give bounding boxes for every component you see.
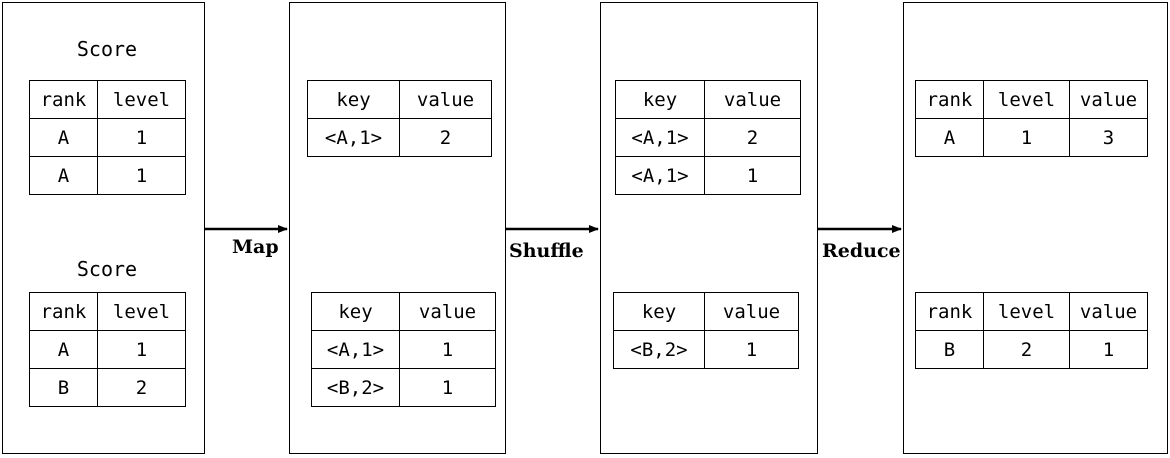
table-cell: 1 [1069,330,1148,369]
table-cell: A [29,118,98,157]
table-cell: 1 [983,118,1070,157]
table-header-row: rank level [29,292,186,331]
shuffle-output-table-1: key value <A,1> 2 <A,1> 1 [615,80,801,195]
table-cell: 1 [399,330,496,369]
header-cell: level [97,80,186,119]
table-cell: B [915,330,984,369]
table-header-row: key value [615,80,801,119]
header-cell: value [399,80,492,119]
header-cell: key [613,292,705,331]
table-cell: 1 [97,330,186,369]
table-cell: <A,1> [615,156,705,195]
map-output-table-2: key value <A,1> 1 <B,2> 1 [311,292,496,407]
table-row: <A,1> 2 [615,118,801,157]
table-cell: 1 [399,368,496,407]
table-cell: A [29,330,98,369]
table-header-row: key value [307,80,492,119]
shuffle-arrow-label: Shuffle [509,240,584,262]
table-cell: B [29,368,98,407]
table-row: A 1 [29,156,186,195]
header-cell: value [1069,292,1148,331]
table-cell: A [915,118,984,157]
header-cell: value [399,292,496,331]
table-row: A 1 3 [915,118,1148,157]
score-caption-1: Score [76,37,138,61]
header-cell: value [704,80,801,119]
table-cell: <A,1> [307,118,400,157]
table-cell: <A,1> [615,118,705,157]
map-output-table-1: key value <A,1> 2 [307,80,492,157]
table-cell: 2 [704,118,801,157]
score-table-2: rank level A 1 B 2 [29,292,186,407]
header-cell: rank [29,292,98,331]
table-cell: 1 [97,156,186,195]
table-row: <B,2> 1 [613,330,799,369]
table-row: B 2 1 [915,330,1148,369]
header-cell: rank [29,80,98,119]
table-row: A 1 [29,330,186,369]
table-header-row: rank level value [915,292,1148,331]
table-row: <A,1> 2 [307,118,492,157]
score-table-1: rank level A 1 A 1 [29,80,186,195]
table-cell: 1 [704,330,799,369]
score-caption-2: Score [76,257,138,281]
header-cell: value [1069,80,1148,119]
reduce-output-table-2: rank level value B 2 1 [915,292,1148,369]
header-cell: level [97,292,186,331]
table-row: <A,1> 1 [615,156,801,195]
table-header-row: rank level [29,80,186,119]
table-row: B 2 [29,368,186,407]
table-cell: 2 [97,368,186,407]
reduce-arrow-label: Reduce [822,240,901,262]
table-cell: 3 [1069,118,1148,157]
table-cell: <B,2> [311,368,400,407]
table-header-row: key value [311,292,496,331]
table-cell: A [29,156,98,195]
shuffle-stage-box [600,2,818,454]
table-cell: <A,1> [311,330,400,369]
table-row: <A,1> 1 [311,330,496,369]
header-cell: level [983,80,1070,119]
header-cell: key [307,80,400,119]
header-cell: key [615,80,705,119]
table-cell: 2 [399,118,492,157]
reduce-output-table-1: rank level value A 1 3 [915,80,1148,157]
table-cell: 1 [704,156,801,195]
header-cell: level [983,292,1070,331]
header-cell: rank [915,292,984,331]
table-row: <B,2> 1 [311,368,496,407]
table-cell: 2 [983,330,1070,369]
table-header-row: key value [613,292,799,331]
shuffle-output-table-2: key value <B,2> 1 [613,292,799,369]
map-arrow-label: Map [232,236,279,258]
header-cell: value [704,292,799,331]
reduce-stage-box [903,2,1168,454]
